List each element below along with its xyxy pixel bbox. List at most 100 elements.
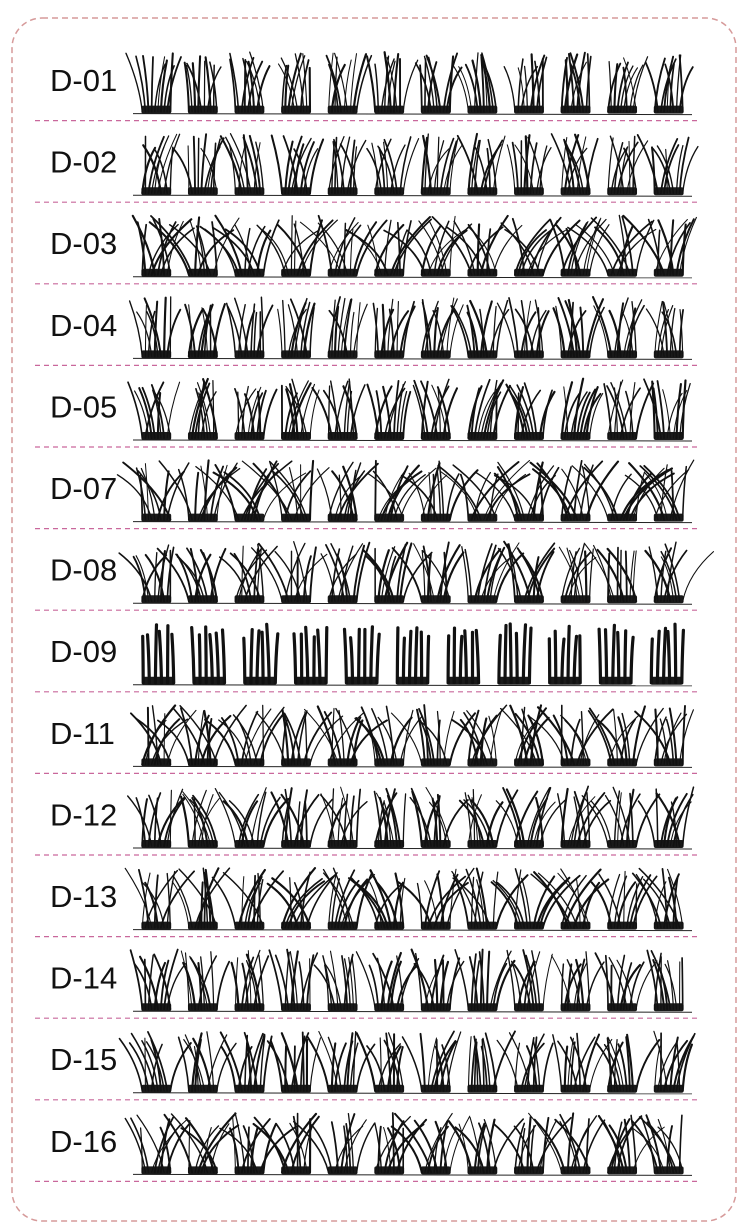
lash-strand <box>124 1117 147 1174</box>
lash-strand <box>299 952 319 1010</box>
lash-strand <box>367 472 404 521</box>
lash-strand <box>473 1035 482 1092</box>
lash-strand <box>593 544 612 602</box>
lash-strand <box>214 214 243 276</box>
lash-strand <box>490 881 520 929</box>
lash-strand <box>510 960 522 1010</box>
lash-strand <box>253 1116 287 1174</box>
lash-strand <box>268 949 283 1011</box>
lash-strand <box>332 867 352 929</box>
lash-strand <box>508 384 532 439</box>
lash-strand <box>195 387 206 439</box>
lash-strand <box>473 378 491 439</box>
lash-strand <box>313 964 336 1010</box>
lash-strand <box>147 310 156 358</box>
lash-row: D-14 <box>35 948 697 1019</box>
lash-strand <box>402 138 420 194</box>
lash-strand <box>349 636 355 685</box>
lash-strand <box>172 707 206 766</box>
lash-strand <box>372 952 395 1011</box>
lash-strand <box>495 552 525 603</box>
lash-strand <box>271 877 312 929</box>
lash-strand <box>608 1124 628 1174</box>
lash-strand <box>476 879 485 929</box>
lash-strand <box>651 146 656 195</box>
lash-strand <box>437 388 441 439</box>
lash-strand <box>473 871 484 929</box>
lash-strand <box>386 57 398 113</box>
lash-strand <box>244 708 272 765</box>
lash-strand <box>526 1037 535 1092</box>
lash-strand <box>441 1044 451 1092</box>
lash-strand <box>160 870 195 929</box>
lash-strand <box>371 142 379 194</box>
lash-strand <box>632 467 665 521</box>
lash-strand <box>655 629 661 685</box>
lash-strand <box>270 791 290 848</box>
strip-edge <box>132 602 693 605</box>
lash-strand <box>579 464 594 521</box>
lash-strand <box>428 801 448 847</box>
lash-strand <box>166 546 175 603</box>
lash-strand <box>479 948 484 1011</box>
lash-strand <box>225 136 246 194</box>
lash-strand <box>467 385 483 440</box>
lash-strand <box>184 303 197 358</box>
lash-strand <box>436 386 451 439</box>
lash-strand <box>141 1040 159 1092</box>
lash-strand <box>458 1123 469 1173</box>
lash-strand <box>481 52 495 113</box>
lash-strand <box>169 146 174 194</box>
lash-row: D-03 <box>35 214 697 285</box>
lash-strand <box>511 217 526 276</box>
lash-strand <box>526 229 566 276</box>
lash-strand <box>197 961 203 1011</box>
lash-strand <box>560 637 566 685</box>
lash-strand <box>388 308 395 358</box>
lash-strand <box>138 387 153 439</box>
lash-strand <box>616 881 637 929</box>
lash-strand <box>492 224 523 276</box>
lash-strand <box>133 390 150 439</box>
lash-strand <box>219 1031 243 1092</box>
lash-strand <box>476 223 481 276</box>
lash-strand <box>679 309 684 357</box>
lash-strand <box>439 470 479 521</box>
lash-strand <box>631 301 637 358</box>
lash-strand <box>374 138 392 194</box>
lash-strand <box>474 471 516 521</box>
lash-strand <box>421 301 432 358</box>
lash-strand <box>505 788 526 848</box>
lash-strand <box>623 299 643 358</box>
lash-strand <box>253 548 259 603</box>
lash-strand <box>449 1115 471 1173</box>
style-label: D-08 <box>50 553 117 588</box>
lash-row: D-16 <box>35 1112 697 1183</box>
lash-strand <box>656 145 675 194</box>
lash-strand <box>474 628 481 685</box>
lash-strand <box>492 305 497 358</box>
lash-strand <box>153 797 159 847</box>
lash-strand <box>526 787 551 847</box>
lash-strand <box>257 543 265 602</box>
lash-strand <box>147 792 162 847</box>
lash-strand <box>349 795 355 847</box>
lash-row: D-05 <box>35 377 697 448</box>
style-label: D-12 <box>50 797 117 832</box>
lash-strand <box>597 627 603 685</box>
lash-strand <box>666 222 691 276</box>
lash-strand <box>144 719 167 765</box>
lash-strand <box>256 224 286 276</box>
lash-strand <box>514 1042 521 1092</box>
lash-strand <box>588 224 610 276</box>
lash-strand <box>255 711 286 766</box>
lash-strand <box>280 1032 299 1092</box>
lash-strand <box>500 222 535 276</box>
lash-strand <box>585 386 599 440</box>
lash-strand <box>244 227 251 276</box>
lash-strand <box>572 634 579 685</box>
lash-band <box>514 840 544 848</box>
lash-strand <box>399 305 416 358</box>
lash-strand <box>520 1127 526 1174</box>
lash-strand <box>154 146 165 194</box>
